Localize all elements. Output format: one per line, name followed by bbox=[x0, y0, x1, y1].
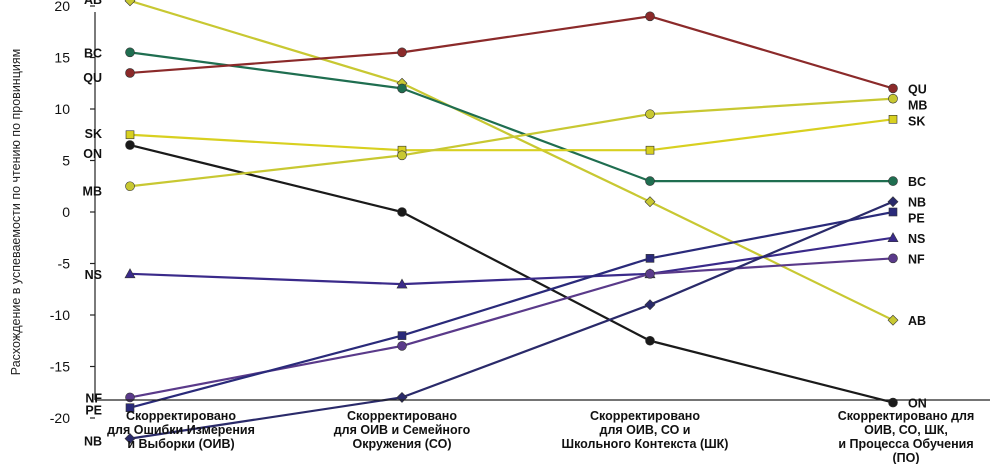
series-label-left-ab: AB bbox=[84, 0, 102, 7]
series-line-ns bbox=[129, 236, 894, 286]
x-category-line: Скорректировано bbox=[347, 409, 457, 423]
series-label-left-ns: NS bbox=[85, 268, 102, 282]
data-point-pe bbox=[888, 207, 898, 217]
data-point-bc bbox=[125, 47, 135, 58]
series-label-right-on: ON bbox=[908, 397, 927, 411]
data-point-nf bbox=[397, 341, 407, 351]
series-line-sk bbox=[129, 118, 894, 152]
y-axis-title: Расхождение в успеваемости по чтению по … bbox=[9, 49, 23, 375]
data-point-ab bbox=[644, 196, 656, 208]
series-label-left-sk: SK bbox=[85, 127, 102, 141]
series-label-right-nb: NB bbox=[908, 196, 926, 210]
data-point-bc bbox=[888, 176, 898, 186]
x-category-line: для ОИВ и Семейного bbox=[334, 423, 471, 437]
series-label-right-bc: BC bbox=[908, 175, 926, 189]
data-point-ns bbox=[124, 268, 136, 279]
data-point-ns bbox=[396, 278, 408, 289]
data-point-qu bbox=[888, 83, 898, 94]
x-category-label: Скорректировано для ОИВ и Семейного Окруже… bbox=[334, 409, 471, 451]
series-label-right-ab: AB bbox=[908, 314, 926, 328]
series-label-right-mb: MB bbox=[908, 98, 927, 112]
series-label-right-nf: NF bbox=[908, 252, 925, 266]
series-line-bc bbox=[129, 51, 893, 183]
series-line-on bbox=[129, 143, 894, 404]
x-category-line: и Выборки (ОИВ) bbox=[127, 437, 234, 451]
y-tick-label: 15 bbox=[54, 50, 70, 66]
x-category-line: Скорректировано bbox=[126, 409, 236, 423]
x-category-line: Окружения (СО) bbox=[353, 437, 452, 451]
data-point-mb bbox=[125, 181, 135, 192]
series-label-left-qu: QU bbox=[83, 71, 102, 85]
series-line-nb bbox=[129, 200, 894, 440]
data-point-ns bbox=[887, 232, 899, 243]
y-tick-label: -15 bbox=[50, 359, 70, 375]
data-point-ab bbox=[124, 0, 136, 7]
marker-layer bbox=[124, 0, 899, 445]
series-label-right-ns: NS bbox=[908, 232, 925, 246]
y-tick-label: -20 bbox=[50, 410, 70, 426]
data-point-mb bbox=[397, 150, 407, 161]
series-label-right-pe: PE bbox=[908, 212, 925, 226]
y-tick-label: 5 bbox=[62, 153, 70, 169]
y-tick-label: -5 bbox=[58, 256, 71, 272]
x-category-line: Скорректировано для bbox=[838, 409, 975, 423]
data-point-on bbox=[125, 140, 135, 150]
series-label-left-pe: PE bbox=[85, 404, 102, 418]
series-label-right-sk: SK bbox=[908, 114, 925, 128]
series-label-right-qu: QU bbox=[908, 82, 927, 96]
data-point-qu bbox=[645, 11, 655, 22]
y-tick-label: 10 bbox=[54, 101, 70, 117]
data-point-nf bbox=[888, 253, 898, 264]
x-category-line: ОИВ, СО, ШК, bbox=[864, 423, 948, 437]
x-category-label: Скорректировано для ОИВ, СО и Школьного Ко… bbox=[562, 409, 729, 451]
series-label-left-on: ON bbox=[83, 147, 102, 161]
data-point-qu bbox=[125, 68, 135, 78]
data-point-nb bbox=[887, 196, 899, 208]
data-point-pe bbox=[397, 331, 407, 340]
data-point-sk bbox=[125, 130, 135, 140]
series-label-left-nf: NF bbox=[85, 391, 102, 405]
data-point-sk bbox=[888, 115, 898, 124]
data-point-pe bbox=[125, 403, 135, 413]
series-label-left-nb: NB bbox=[84, 435, 102, 449]
data-point-on bbox=[397, 207, 407, 217]
data-point-mb bbox=[645, 109, 655, 119]
series-line-qu bbox=[129, 15, 894, 90]
data-point-pe bbox=[645, 254, 655, 263]
x-category-line: и Процесса Обучения bbox=[838, 437, 973, 451]
y-tick-label: 20 bbox=[54, 0, 70, 14]
x-category-line: Скорректировано bbox=[590, 409, 700, 423]
series-label-left-bc: BC bbox=[84, 46, 102, 60]
data-point-mb bbox=[888, 93, 898, 104]
series-line-ab bbox=[129, 0, 894, 322]
data-point-bc bbox=[645, 176, 655, 186]
data-point-qu bbox=[397, 47, 407, 58]
x-category-line: Школьного Контекста (ШК) bbox=[562, 437, 729, 451]
series-label-left-mb: MB bbox=[83, 184, 102, 198]
data-point-sk bbox=[645, 145, 655, 155]
tick-layer: 20 15 10 5 0 -5 -10 -15 -20 bbox=[50, 0, 95, 426]
series-line-pe bbox=[129, 210, 894, 409]
series-layer bbox=[129, 0, 894, 440]
y-tick-label: -10 bbox=[50, 307, 70, 323]
x-category-labels: Скорректировано для Ошибки Измерения и Выб… bbox=[107, 409, 974, 464]
data-point-bc bbox=[397, 83, 407, 94]
x-category-label: Скорректировано для Ошибки Измерения и Выб… bbox=[107, 409, 255, 451]
data-point-nb bbox=[124, 433, 136, 445]
y-tick-label: 0 bbox=[62, 204, 70, 220]
data-point-nb bbox=[396, 391, 408, 403]
data-point-nb bbox=[644, 299, 656, 311]
data-point-nf bbox=[645, 268, 655, 279]
data-point-ab bbox=[887, 314, 899, 326]
data-point-on bbox=[645, 335, 655, 346]
label-layer: ABABBCBCQUQUSKSKONONMBMBNSNSNFNFPEPENBNB bbox=[83, 0, 928, 449]
x-category-line: для Ошибки Измерения bbox=[107, 423, 255, 437]
series-line-mb bbox=[129, 97, 894, 188]
x-category-line: (ПО) bbox=[892, 451, 919, 464]
axis-layer bbox=[94, 12, 990, 401]
x-category-label: Скорректировано для ОИВ, СО, ШК, и Процесс… bbox=[838, 409, 975, 464]
x-category-line: для ОИВ, СО и bbox=[600, 423, 691, 437]
